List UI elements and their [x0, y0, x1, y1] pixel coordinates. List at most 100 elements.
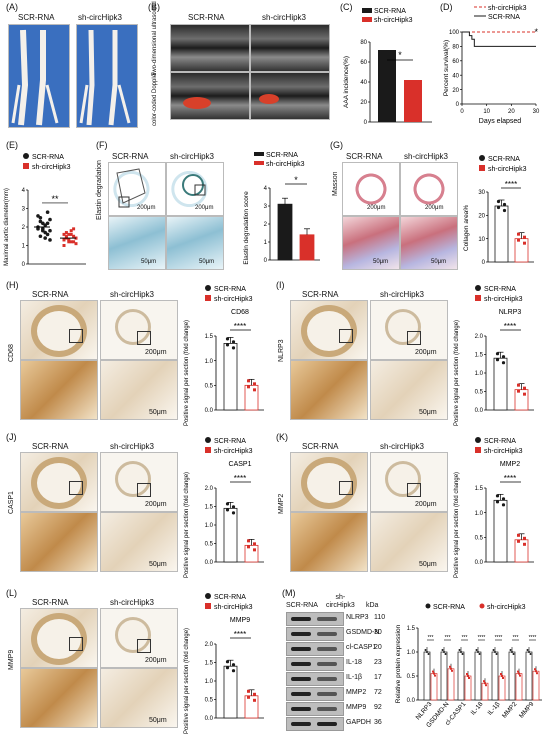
panel-l-dot [231, 663, 236, 667]
panel-e-point-sh [64, 234, 68, 238]
panel-m-dot [426, 651, 428, 653]
blot-row: cl-CASP1 20 [286, 641, 390, 656]
panel-j-bar-1 [223, 507, 238, 563]
panel-d-x-tick-label: 0 [460, 109, 464, 115]
blot-strip [286, 642, 344, 656]
panel-k-low-scr [290, 452, 368, 512]
panel-e-ylabel: Maximal aortic diameter(mm) [4, 188, 10, 266]
panel-i-col-2: sh-circHipk3 [380, 290, 425, 299]
panel-i-low-scr [290, 300, 368, 360]
panel-e-point-scr [41, 227, 45, 231]
blot-name: MMP9 [346, 704, 367, 711]
panel-k-dot [501, 497, 506, 501]
panel-l-scale-2: 50μm [149, 717, 167, 724]
panel-g-scale-2b: 50μm [431, 259, 447, 265]
panel-j-y-tick-label: 1.5 [205, 505, 214, 511]
blot-name: IL-18 [346, 659, 362, 666]
panel-m-sig: **** [478, 635, 486, 641]
panel-f-legend-1: SCR-RNA [266, 152, 298, 159]
panel-m-bar-sh [464, 675, 472, 701]
panel-e-point-scr [48, 238, 52, 242]
panel-g-legend-2: sh-circHipk3 [488, 166, 527, 173]
panel-i-dot [523, 386, 526, 390]
panel-m-ylabel: Relative protein expression [395, 624, 402, 703]
panel-j: (J) SCR-RNA sh-circHipk3 CASP1 200μm 50μm SCR-… [4, 432, 272, 582]
panel-h-legend-2: sh-circHipk3 [214, 296, 253, 303]
panel-j-dot [225, 502, 230, 506]
panel-g-scale-1b: 200μm [425, 205, 444, 211]
panel-j-bar-2 [244, 544, 259, 563]
panel-e-legend-1: SCR-RNA [32, 154, 64, 161]
panel-m-dot [451, 669, 453, 672]
panel-m-sig: **** [529, 635, 537, 641]
panel-m-dot [518, 672, 520, 675]
panel-e-y-tick-label: 1 [22, 244, 26, 250]
panel-i-legend-dot-1 [475, 285, 481, 291]
panel-m-dot [535, 670, 537, 673]
panel-e-point-sh [67, 240, 71, 244]
blot-name: MMP2 [346, 689, 367, 696]
panel-j-dot [247, 545, 250, 549]
panel-m-dot [424, 649, 427, 651]
panel-e-y-tick-label: 0 [22, 262, 26, 268]
panel-j-col-1: SCR-RNA [32, 442, 69, 451]
panel-g-dot [517, 238, 520, 242]
panel-m-dot [477, 651, 479, 653]
panel-e-chart: SCR-RNA sh-circHipk3 0 1 2 3 4 ** Maximal aort… [4, 153, 86, 268]
panel-k-scale-2: 50μm [419, 561, 437, 568]
panel-k-label: (K) [276, 432, 288, 442]
panel-g-ylabel: Collagen area% [463, 205, 470, 251]
panel-g-dot [496, 205, 501, 210]
panel-h-y-tick-label: 0.0 [205, 408, 214, 414]
panel-a-label: (A) [6, 2, 18, 12]
panel-k-y-tick-label: 1.0 [475, 511, 484, 517]
panel-e-point-sh [62, 232, 66, 236]
panel-e-point-scr [41, 221, 45, 226]
panel-b-col-2: sh-circHipk3 [262, 13, 307, 22]
panel-m-dot [502, 677, 504, 679]
blot-name: IL-1β [346, 674, 363, 681]
panel-b-us-scr [170, 24, 250, 72]
panel-m-bar-sh [515, 673, 523, 701]
panel-j-row: CASP1 [8, 491, 15, 514]
panel-h-dot [253, 388, 256, 392]
panel-d-y-tick-label: 60 [452, 59, 459, 65]
panel-h-dot [247, 385, 250, 389]
panel-h-chart: SCR-RNA sh-circHipk3 CD68 0.0 0.5 1.0 1.5 **** P… [184, 285, 264, 426]
panel-m-dot [444, 653, 447, 655]
panel-k-col-1: SCR-RNA [302, 442, 339, 451]
panel-l-y-tick-label: 0.5 [205, 698, 214, 704]
panel-j-dot [225, 508, 230, 512]
panel-d-x-tick-label: 30 [533, 109, 540, 115]
panel-e-point-scr [38, 234, 43, 239]
panel-c-ylabel: AAA incidence(%) [343, 56, 350, 108]
panel-k-col-2: sh-circHipk3 [380, 442, 425, 451]
panel-k-dot [501, 503, 506, 507]
panel-m-bar-scr [525, 651, 533, 701]
panel-i-y-tick-label: 1.0 [475, 371, 484, 377]
blot-row: IL-1β 17 [286, 671, 390, 686]
blot-row: MMP9 92 [286, 701, 390, 716]
panel-m-label: (M) [282, 588, 296, 598]
panel-j-y-tick-label: 0.5 [205, 542, 214, 548]
panel-k-marker: MMP2 [500, 461, 520, 468]
panel-g-y-tick-label: 0 [482, 260, 486, 266]
blot-row: IL-18 23 [286, 656, 390, 671]
panel-m-dot [485, 684, 487, 687]
panel-a-group-2: sh-circHipk3 [78, 13, 123, 22]
blot-kda: 17 [374, 674, 382, 681]
panel-m-bar-scr [491, 651, 499, 701]
panel-m-sig: *** [513, 635, 519, 641]
panel-g-dot [502, 208, 507, 213]
panel-k-dot [495, 494, 500, 498]
panel-m-bar-scr [440, 651, 448, 701]
panel-j-dot [231, 505, 236, 509]
panel-c-legend-2: sh-circHipk3 [374, 17, 413, 24]
panel-a-group-1: SCR-RNA [18, 13, 55, 22]
panel-d-y-tick-label: 20 [452, 88, 459, 94]
panel-m-x-tick-label: MMP2 [501, 700, 519, 719]
panel-i-row: NLRP3 [278, 339, 285, 362]
blot-strip [286, 717, 344, 731]
panel-f-col-2: sh-circHipk3 [170, 152, 215, 161]
panel-m-y-tick-label: 0.5 [407, 674, 416, 680]
